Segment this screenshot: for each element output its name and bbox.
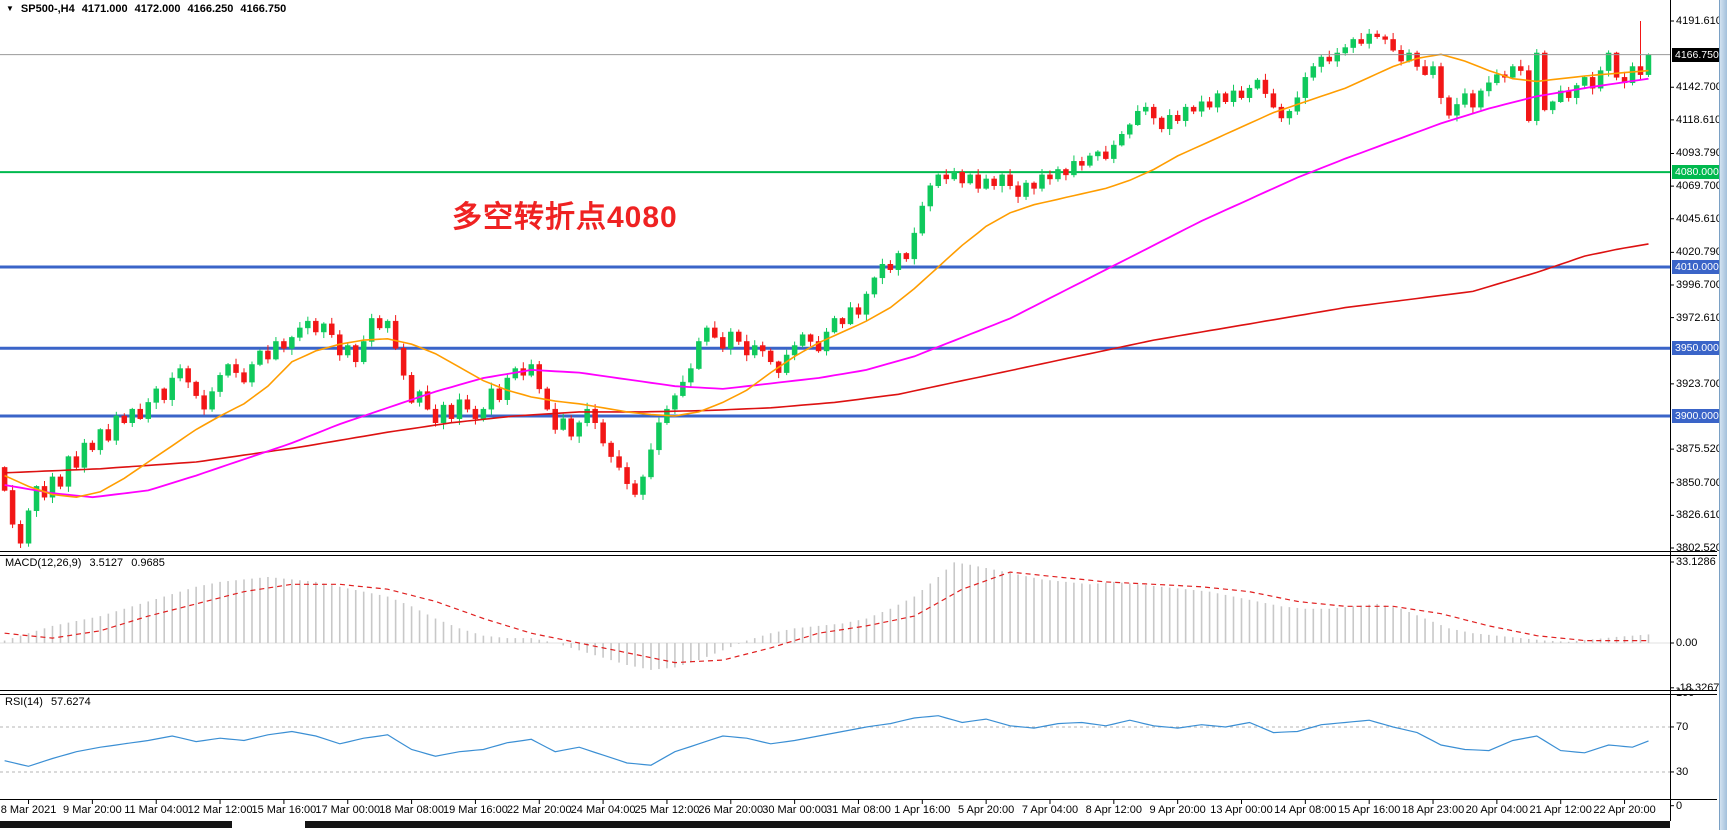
time-axis-border — [0, 799, 1717, 800]
time-label: 14 Apr 08:00 — [1274, 804, 1337, 816]
axis-tick-marks — [28, 20, 1674, 807]
time-label: 5 Apr 20:00 — [957, 804, 1015, 816]
price-tick: 4045.610 — [1676, 212, 1722, 225]
time-label: 9 Apr 20:00 — [1149, 804, 1206, 816]
time-label: 12 Mar 12:00 — [187, 804, 253, 816]
time-label: 9 Mar 20:00 — [63, 804, 122, 816]
price-level-box: 4166.750 — [1672, 47, 1721, 62]
price-tick: 3923.700 — [1676, 377, 1722, 390]
time-label: 18 Apr 23:00 — [1401, 804, 1465, 816]
price-tick: 4093.790 — [1676, 147, 1722, 160]
time-label: 18 Mar 08:00 — [379, 804, 444, 816]
macd-tick: 33.1286 — [1676, 556, 1716, 568]
time-label: 1 Apr 16:00 — [894, 804, 951, 816]
price-tick: 3875.520 — [1676, 443, 1722, 456]
rsi-tick: 70 — [1676, 720, 1689, 733]
time-label: 15 Mar 16:00 — [251, 804, 317, 816]
macd-tick: 0.00 — [1676, 637, 1698, 649]
price-level-box: 4010.000 — [1672, 259, 1721, 274]
price-tick: 3972.610 — [1676, 311, 1722, 324]
rsi-name: RSI(14) — [5, 696, 43, 708]
symbol-info-bar[interactable]: ▼ SP500-,H4 4171.000 4172.000 4166.250 4… — [6, 3, 286, 15]
price-tick: 3996.700 — [1676, 278, 1722, 291]
price-level-box: 3900.000 — [1672, 408, 1721, 423]
time-label: 31 Mar 08:00 — [826, 804, 891, 816]
macd-signal-value: 0.9685 — [131, 557, 165, 569]
time-label: 22 Apr 20:00 — [1593, 804, 1656, 816]
rsi-tick: 30 — [1676, 765, 1689, 778]
ohlc-open: 4171.000 — [81, 3, 128, 15]
chart-right-border — [1670, 0, 1671, 821]
time-label: 17 Mar 00:00 — [315, 804, 381, 816]
panel-separator-macd-rsi[interactable] — [0, 690, 1717, 695]
time-label: 26 Mar 20:00 — [698, 804, 764, 816]
time-label: 21 Apr 12:00 — [1529, 804, 1592, 816]
moving-average-lines — [4, 53, 1649, 499]
price-tick: 3850.700 — [1676, 476, 1722, 489]
time-label: 24 Mar 04:00 — [570, 804, 636, 816]
price-tick: 4142.700 — [1676, 81, 1722, 94]
rsi-value: 57.6274 — [50, 696, 91, 708]
rsi-indicator[interactable] — [0, 715, 1670, 773]
price-tick: 3826.610 — [1676, 509, 1722, 522]
macd-main-value: 3.5127 — [89, 557, 124, 569]
price-tick: 3802.520 — [1676, 541, 1722, 554]
candlesticks[interactable] — [1, 21, 1652, 548]
bottom-scrollbar-left[interactable] — [0, 821, 232, 828]
time-label: 20 Apr 04:00 — [1465, 804, 1529, 816]
macd-name: MACD(12,26,9) — [5, 557, 82, 569]
rsi-tick: 0 — [1676, 799, 1683, 812]
price-tick: 4020.790 — [1676, 246, 1722, 259]
macd-label: MACD(12,26,9) 3.5127 0.9685 — [5, 557, 170, 569]
annotation-text: 多空转折点4080 — [452, 201, 678, 234]
time-label: 11 Mar 04:00 — [124, 804, 189, 816]
time-label: 15 Apr 16:00 — [1337, 804, 1401, 816]
time-label: 22 Mar 20:00 — [506, 804, 572, 816]
price-tick: 4191.610 — [1676, 15, 1722, 27]
macd-indicator[interactable] — [0, 562, 1670, 670]
price-tick: 4069.700 — [1676, 180, 1722, 193]
bottom-scrollbar-thumb[interactable] — [305, 821, 1670, 828]
time-label: 8 Mar 2021 — [0, 804, 57, 816]
price-level-box: 3950.000 — [1672, 341, 1721, 356]
price-level-box: 4080.000 — [1672, 165, 1721, 180]
ohlc-close: 4166.750 — [240, 3, 287, 15]
rsi-label: RSI(14) 57.6274 — [5, 696, 96, 708]
collapse-arrow-icon[interactable]: ▼ — [6, 3, 14, 13]
ohlc-high: 4172.000 — [134, 3, 181, 15]
time-label: 7 Apr 04:00 — [1021, 804, 1079, 816]
window-scrollbar[interactable] — [1719, 0, 1727, 830]
symbol-period-label: SP500-,H4 — [20, 3, 75, 15]
time-label: 19 Mar 16:00 — [442, 804, 508, 816]
time-label: 8 Apr 12:00 — [1085, 804, 1142, 816]
panel-separator-main-macd[interactable] — [0, 551, 1717, 556]
ohlc-low: 4166.250 — [187, 3, 234, 15]
price-tick: 4118.610 — [1676, 113, 1722, 126]
time-label: 30 Mar 00:00 — [762, 804, 828, 816]
time-label: 13 Apr 00:00 — [1210, 804, 1273, 816]
time-label: 25 Mar 12:00 — [634, 804, 700, 816]
